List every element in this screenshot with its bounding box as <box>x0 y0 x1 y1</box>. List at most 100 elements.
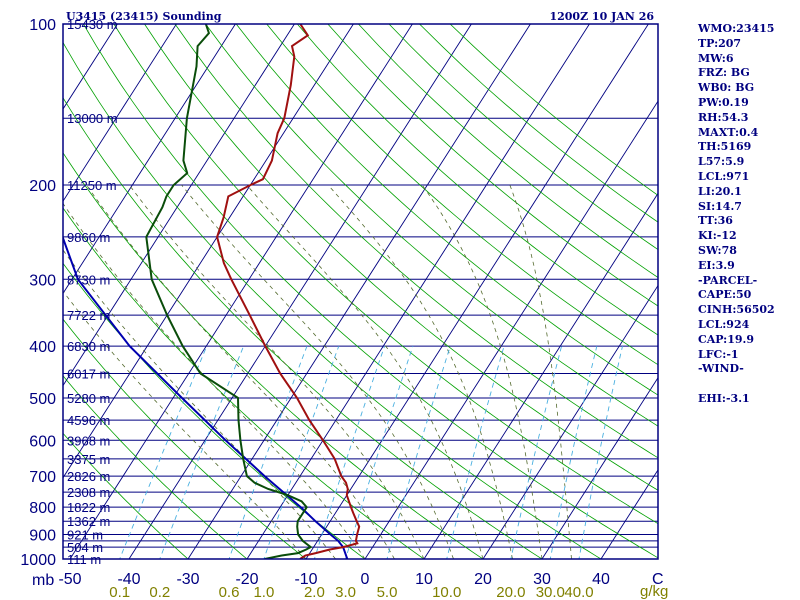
pressure-label-500: 500 <box>29 391 56 408</box>
pressure-label-600: 600 <box>29 433 56 450</box>
index-row: MW:6 <box>698 51 734 65</box>
station-title: U3415 (23415) Sounding <box>66 10 222 23</box>
dry-adiabat-130 <box>327 24 658 307</box>
index-row <box>698 377 775 392</box>
height-label: 6017 m <box>67 367 110 382</box>
dry-adiabat-lines <box>63 24 658 559</box>
dry-adiabat-50 <box>83 24 658 559</box>
moist-adiabat-35 <box>509 184 572 559</box>
moist-adiabat-10 <box>129 184 425 559</box>
temperature-label: -50 <box>58 571 81 588</box>
moist-adiabat-0 <box>63 202 366 559</box>
index-row: PW:0.19 <box>698 95 749 109</box>
mixing-ratio-label: 1.0 <box>253 584 274 600</box>
index-row: LCL:971 <box>698 169 750 183</box>
height-label: 504 m <box>67 540 103 555</box>
isotherm-10 <box>423 192 658 559</box>
index-row: LCL:924 <box>698 317 750 331</box>
height-label: 4596 m <box>67 413 110 428</box>
temperature-unit-label: C <box>652 571 664 588</box>
mixing-ratio-label: 30.0 <box>536 584 565 600</box>
mixing-ratio-line-1 <box>263 345 340 559</box>
index-row: WMO:23415 <box>698 22 775 35</box>
height-label: 11250 m <box>67 178 117 193</box>
height-label: 3375 m <box>67 452 110 467</box>
temperature-label: 10 <box>415 571 433 588</box>
index-row: -WIND- <box>698 362 744 376</box>
index-row: SW:78 <box>698 243 737 257</box>
valid-time: 1200Z 10 JAN 26 <box>549 10 654 23</box>
height-label: 6830 m <box>67 339 110 354</box>
pressure-label-300: 300 <box>29 272 56 289</box>
index-row: FRZ: BG <box>698 66 750 80</box>
mixing-ratio-line-2 <box>313 345 386 559</box>
index-row: WB0: BG <box>698 81 755 95</box>
mixing-ratio-unit-label: g/kg <box>640 583 668 600</box>
height-label: 2826 m <box>67 469 110 484</box>
index-row: KI:-12 <box>698 229 737 243</box>
dry-adiabat-90 <box>205 24 658 427</box>
mixing-ratio-line-0.2 <box>159 345 245 559</box>
temperature-trace <box>216 24 361 559</box>
isotherm-20 <box>482 284 658 559</box>
index-row: LI:20.1 <box>698 184 742 198</box>
pressure-label-100: 100 <box>29 17 56 34</box>
mixing-ratio-label: 20.0 <box>496 584 525 600</box>
temperature-label: 40 <box>592 571 610 588</box>
pressure-label-200: 200 <box>29 178 56 195</box>
moist-adiabat-25 <box>327 184 513 559</box>
mixing-ratio-line-0.1 <box>119 345 208 559</box>
plot-frame <box>62 23 659 560</box>
isotherm--40 <box>128 24 472 559</box>
mixing-ratio-label: 2.0 <box>304 584 325 600</box>
moist-adiabat-5 <box>86 184 395 559</box>
temperature-axis-labels: -50 -40 -30 -20 -10 0 10 20 30 40 <box>58 571 610 588</box>
height-label: 921 m <box>67 528 103 543</box>
pressure-unit-label: mb <box>32 572 54 589</box>
mixing-ratio-label: 0.2 <box>149 584 170 600</box>
mixing-ratio-line-10 <box>446 345 505 559</box>
height-label: 1822 m <box>67 500 110 515</box>
index-row: L57:5.9 <box>698 155 745 169</box>
mixing-ratio-line-40 <box>578 345 623 559</box>
dewpoint-trace <box>145 24 313 559</box>
dry-adiabat-140 <box>358 24 658 279</box>
pressure-label-1000: 1000 <box>20 552 56 569</box>
height-label: 2308 m <box>67 485 110 500</box>
moist-adiabat-15 <box>181 184 454 559</box>
moist-adiabat--5 <box>63 249 336 559</box>
dry-adiabat-60 <box>113 24 658 525</box>
height-label: 3968 m <box>67 433 110 448</box>
isotherm--20 <box>246 24 590 559</box>
pressure-axis-labels: 100 200 300 400 500 600 700 800 900 1000 <box>20 17 56 569</box>
height-label: 1362 m <box>67 514 110 529</box>
mixing-ratio-label: 3.0 <box>335 584 356 600</box>
dry-adiabat-70 <box>144 24 658 491</box>
mixing-ratio-line-20 <box>510 345 563 559</box>
moist-adiabat--10 <box>63 290 307 559</box>
dry-adiabat-120 <box>296 24 658 336</box>
isotherm--90 <box>63 24 177 203</box>
index-row: TP:207 <box>698 36 742 50</box>
temperature-label: -20 <box>235 571 258 588</box>
mixing-ratio-line-30 <box>549 345 598 559</box>
index-row: -PARCEL- <box>698 273 758 287</box>
temperature-label: -40 <box>117 571 140 588</box>
index-row: EI:3.9 <box>698 258 735 272</box>
parcel-trace <box>63 235 349 559</box>
temperature-label: -30 <box>176 571 199 588</box>
mixing-ratio-axis-labels: 0.1 0.2 0.6 1.0 2.0 3.0 5.0 10.0 20.0 30.0 40.0 <box>109 584 593 600</box>
height-label: 15430 m <box>67 17 118 32</box>
temperature-label: 0 <box>361 571 370 588</box>
dry-adiabat--20 <box>63 375 248 559</box>
dry-adiabat-0 <box>63 262 366 559</box>
moist-adiabat-20 <box>246 184 484 559</box>
dry-adiabat-100 <box>235 24 658 396</box>
moist-adiabat-30 <box>421 184 543 559</box>
dry-adiabat-10 <box>63 207 425 559</box>
dry-adiabat-80 <box>174 24 658 459</box>
height-label: 8730 m <box>67 272 110 287</box>
index-row: EHI:-3.1 <box>698 391 750 405</box>
height-label: 7722 m <box>67 308 110 323</box>
